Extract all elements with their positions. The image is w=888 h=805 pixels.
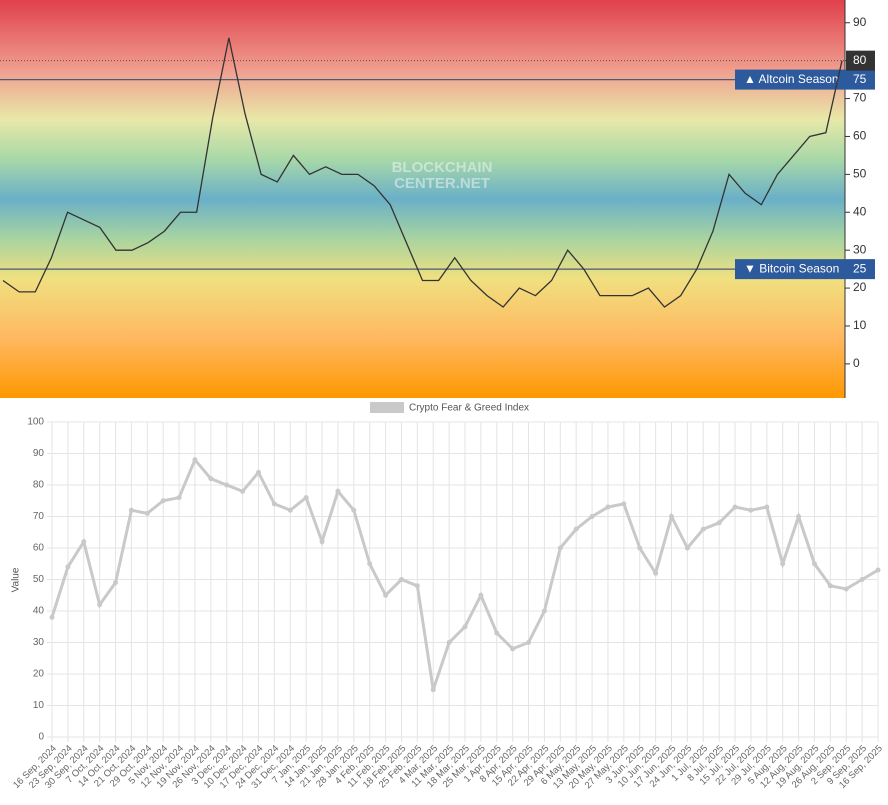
y-tick-label: 20: [853, 280, 867, 294]
data-point: [573, 526, 579, 532]
threshold-box: [735, 69, 875, 90]
data-point: [589, 514, 595, 519]
y-tick-label: 90: [33, 448, 45, 459]
y-tick-label: 60: [33, 543, 45, 554]
data-point: [176, 495, 182, 501]
data-point: [351, 507, 357, 513]
data-point: [875, 567, 881, 573]
data-point: [128, 507, 134, 513]
y-tick-label: 90: [853, 15, 867, 29]
data-point: [684, 545, 690, 551]
data-point: [49, 614, 55, 620]
data-point: [510, 646, 516, 652]
last-value-label: 80: [853, 53, 867, 67]
threshold-value: 25: [853, 261, 867, 275]
data-point: [224, 482, 230, 488]
data-point: [335, 488, 341, 494]
data-point: [748, 507, 754, 513]
data-point: [494, 630, 500, 636]
data-point: [732, 504, 738, 510]
data-point: [240, 488, 246, 494]
data-point: [669, 514, 674, 519]
data-point: [462, 624, 468, 630]
y-tick-label: 30: [853, 242, 867, 256]
data-point: [605, 504, 611, 510]
y-tick-label: 30: [33, 637, 45, 648]
data-point: [144, 510, 150, 516]
data-point: [780, 561, 786, 567]
data-point: [700, 526, 706, 532]
y-tick-label: 50: [33, 574, 45, 585]
threshold-label: ▲ Altcoin Season: [744, 72, 839, 86]
y-axis-title: Value: [11, 567, 22, 592]
y-tick-label: 0: [853, 356, 860, 370]
y-tick-label: 20: [33, 669, 45, 680]
y-tick-label: 80: [33, 480, 45, 491]
y-tick-label: 50: [853, 167, 867, 181]
data-point: [478, 592, 484, 598]
data-point: [271, 501, 277, 507]
data-point: [430, 687, 436, 693]
data-point: [843, 586, 849, 592]
data-point: [859, 577, 865, 582]
data-point: [113, 580, 119, 586]
data-point: [208, 476, 214, 482]
threshold-box: [735, 259, 875, 280]
data-point: [526, 640, 532, 645]
watermark: CENTER.NET: [394, 175, 490, 192]
y-tick-label: 70: [853, 91, 867, 105]
data-point: [303, 495, 309, 501]
y-tick-label: 0: [38, 732, 44, 743]
data-point: [398, 577, 404, 582]
y-tick-label: 100: [27, 417, 44, 428]
data-point: [65, 564, 71, 570]
data-point: [827, 583, 833, 589]
data-point: [653, 570, 659, 576]
threshold-value: 75: [853, 72, 867, 86]
data-point: [414, 583, 420, 589]
data-point: [811, 561, 817, 567]
y-tick-label: 70: [33, 511, 45, 522]
data-point: [621, 501, 627, 507]
y-tick-label: 40: [33, 606, 45, 617]
data-point: [287, 507, 293, 513]
legend-label: Crypto Fear & Greed Index: [409, 403, 529, 414]
y-tick-label: 10: [853, 318, 867, 332]
data-line: [2, 37, 843, 308]
data-point: [716, 520, 722, 526]
y-tick-label: 60: [853, 129, 867, 143]
watermark: BLOCKCHAIN: [392, 159, 493, 176]
legend-swatch: [370, 402, 404, 413]
data-point: [256, 469, 261, 475]
data-point: [764, 504, 770, 510]
data-point: [319, 539, 325, 545]
last-value-box: [846, 50, 875, 71]
data-point: [367, 561, 373, 567]
data-point: [160, 498, 166, 504]
data-point: [192, 457, 198, 463]
data-point: [446, 640, 452, 645]
data-point: [637, 545, 643, 551]
threshold-label: ▼ Bitcoin Season: [744, 261, 839, 275]
gradient-background: [0, 0, 845, 398]
y-tick-label: 10: [33, 700, 45, 711]
data-point: [796, 514, 802, 519]
data-point: [81, 539, 87, 545]
y-tick-label: 40: [853, 204, 867, 218]
data-point: [97, 602, 103, 608]
data-point: [557, 545, 563, 551]
data-point: [541, 608, 547, 614]
data-point: [383, 592, 389, 598]
